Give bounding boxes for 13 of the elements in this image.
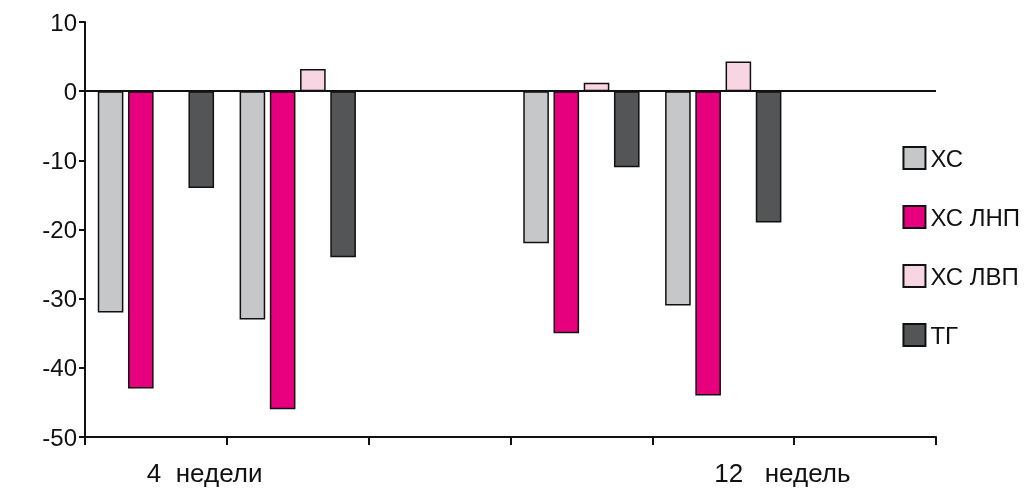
legend-label: ХС ЛНП: [930, 203, 1020, 231]
text: 4 недели: [146, 458, 263, 488]
y-tick-label: -30: [42, 285, 77, 313]
y-tick-label: -10: [42, 146, 77, 174]
y-tick-label: -50: [42, 423, 77, 451]
y-tick-label: -40: [42, 354, 77, 382]
y-tick-label: 0: [63, 77, 77, 105]
y-tick-label: -20: [42, 216, 77, 243]
legend-label: ХС ЛВП: [930, 262, 1019, 290]
text: 12 недель: [714, 458, 851, 488]
y-tick-label: 10: [50, 8, 77, 36]
legend-label: ТГ: [930, 321, 959, 349]
legend-label: ХС: [930, 144, 963, 172]
